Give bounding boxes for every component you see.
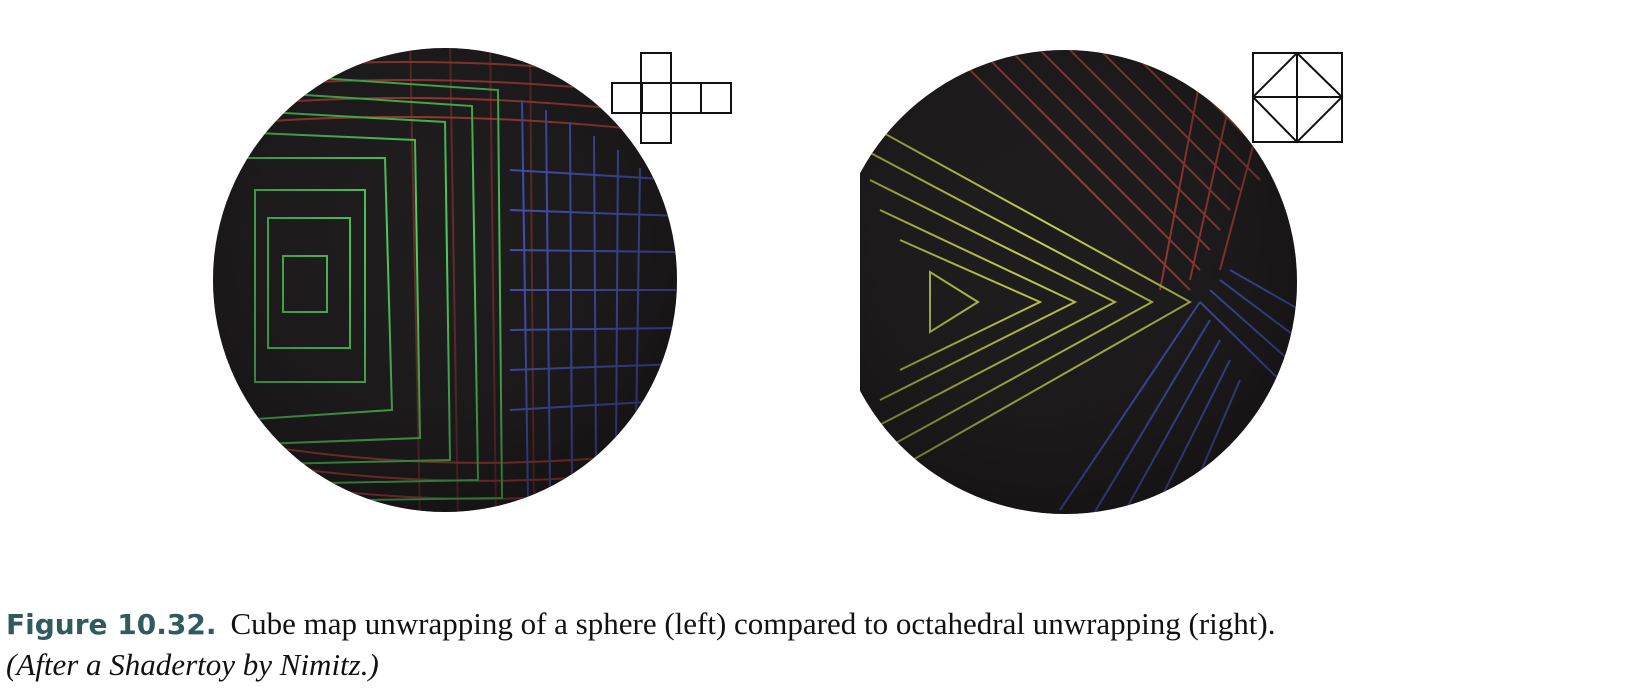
cube-map-sphere-panel [210,40,770,560]
sphere-shading [833,50,1297,514]
figure [210,40,1420,560]
caption-credit: (After a Shadertoy by Nimitz.) [6,647,379,682]
cube-map-sphere [213,48,732,512]
octahedral-sphere-panel [833,40,1420,560]
octahedral-sphere [833,50,1344,514]
figure-caption: Figure 10.32. Cube map unwrapping of a sp… [6,604,1636,685]
cube-cross-unwrap-icon [611,52,732,144]
caption-text: Cube map unwrapping of a sphere (left) c… [230,606,1276,641]
sphere-shading [213,48,677,512]
octahedral-unwrap-icon [1251,51,1344,144]
figure-label: Figure 10.32. [6,608,217,641]
